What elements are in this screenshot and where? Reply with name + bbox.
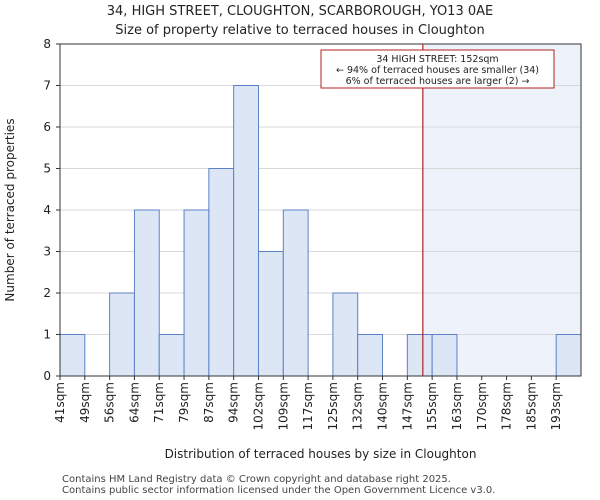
y-tick-label: 3 [43,245,51,259]
histogram-bar [158,334,185,377]
x-tick-label: 147sqm [400,382,414,430]
chart-title-block: 34, HIGH STREET, CLOUGHTON, SCARBOROUGH,… [0,2,600,40]
histogram-bar [431,334,458,377]
y-tick-label: 4 [43,203,51,217]
y-tick-label: 8 [43,37,51,51]
y-tick-label: 2 [43,286,51,300]
x-tick-label: 79sqm [177,382,191,423]
histogram-bar [208,168,235,377]
chart-subtitle: Size of property relative to terraced ho… [115,23,485,38]
x-tick-label: 56sqm [103,382,117,423]
x-tick-label: 140sqm [376,382,390,430]
y-tick-label: 7 [43,79,51,93]
y-tick-label: 1 [43,328,51,342]
histogram-bar [183,209,210,377]
annotation-line: ← 94% of terraced houses are smaller (34… [336,65,539,76]
histogram-bar [59,334,86,377]
histogram-bar [233,85,259,377]
histogram-bar [282,209,309,377]
histogram-bar [555,334,582,377]
y-axis-label: Number of terraced properties [3,118,17,301]
annotation-box [320,49,555,89]
x-tick-label: 163sqm [450,382,464,430]
x-tick-label: 41sqm [53,382,67,423]
footer-licence: Contains public sector information licen… [62,485,496,496]
x-tick-label: 155sqm [425,382,439,430]
histogram-bar [133,209,160,377]
x-tick-label: 193sqm [549,382,563,430]
x-tick-label: 125sqm [326,382,340,430]
chart-title: 34, HIGH STREET, CLOUGHTON, SCARBOROUGH,… [106,4,494,19]
annotation-line: 6% of terraced houses are larger (2) → [346,76,530,87]
y-tick-label: 5 [43,162,51,176]
x-tick-label: 102sqm [251,382,265,430]
histogram-bar [357,334,384,377]
x-tick-label: 109sqm [276,382,290,430]
y-tick-label: 6 [43,120,51,134]
plot-frame [59,43,582,377]
x-tick-label: 178sqm [500,382,514,430]
x-tick-label: 71sqm [152,382,166,423]
x-tick-label: 49sqm [78,382,92,423]
x-tick-label: 117sqm [301,382,315,430]
x-tick-label: 64sqm [127,382,141,423]
x-tick-label: 132sqm [351,382,365,430]
x-tick-label: 94sqm [227,382,241,423]
histogram-bar [109,292,135,377]
x-axis-label: Distribution of terraced houses by size … [165,447,477,461]
histogram-bar [257,251,284,377]
x-tick-label: 185sqm [524,382,538,430]
x-tick-label: 87sqm [202,382,216,423]
histogram-bar [332,292,359,377]
footer-copyright: Contains HM Land Registry data © Crown c… [62,474,451,485]
annotation-line: 34 HIGH STREET: 152sqm [376,54,498,65]
y-tick-label: 0 [43,369,51,383]
histogram-bar [406,334,433,377]
x-tick-label: 170sqm [475,382,489,430]
